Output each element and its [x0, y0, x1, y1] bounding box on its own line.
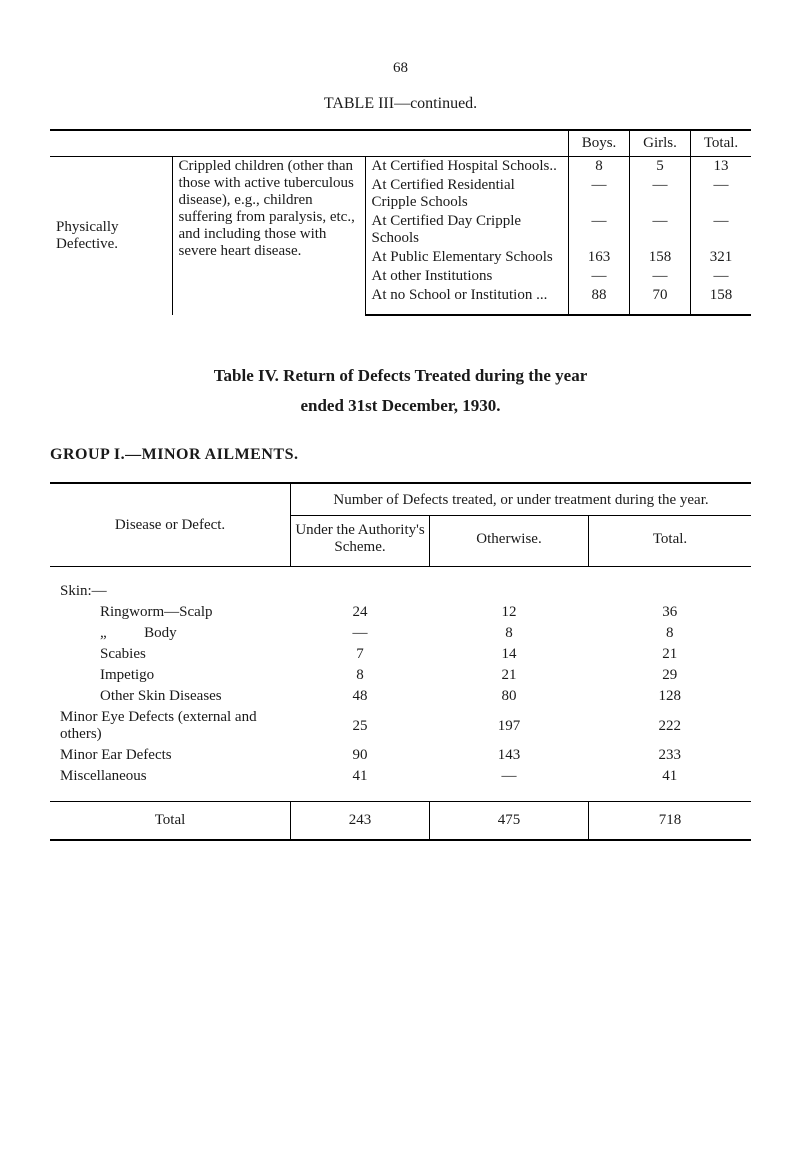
table4-cell: 8 [589, 623, 752, 644]
group-heading: GROUP I.—MINOR AILMENTS. [50, 446, 751, 464]
table3-cell: 13 [691, 157, 752, 177]
table4-cell: 128 [589, 686, 752, 707]
table4-col-under: Under the Authority's Scheme. [291, 516, 430, 567]
table4-cell: 8 [430, 623, 589, 644]
table3-head-total: Total. [691, 130, 752, 157]
table4-row-label: Miscellaneous [50, 766, 291, 787]
table4-total-cell: 243 [291, 802, 430, 841]
table3-cell: — [569, 212, 630, 248]
table4-cell: 197 [430, 707, 589, 745]
table3-cell: 8 [569, 157, 630, 177]
table4-cell: 21 [589, 644, 752, 665]
table3-cell: 88 [569, 286, 630, 315]
table4-col-total: Total. [589, 516, 752, 567]
table3-row-label: At Public Elementary Schools [365, 248, 569, 267]
table4-row-label: Minor Ear Defects [50, 745, 291, 766]
table4-cell: 41 [589, 766, 752, 787]
table4-cell: 222 [589, 707, 752, 745]
table4-row-label: Minor Eye Defects (external and others) [50, 707, 291, 745]
table4-cell: 12 [430, 602, 589, 623]
table3-cell: 321 [691, 248, 752, 267]
table4-total-label: Total [50, 802, 291, 841]
table3-row-label: At no School or Institution ... [365, 286, 569, 315]
table4: Disease or Defect. Number of Defects tre… [50, 482, 751, 841]
table3-cell: — [630, 176, 691, 212]
table4-heading-line2: ended 31st December, 1930. [50, 396, 751, 416]
table4-cell: 80 [430, 686, 589, 707]
table3-cell: — [691, 267, 752, 286]
table4-cell: 36 [589, 602, 752, 623]
table4-cell: 14 [430, 644, 589, 665]
table4-cell: 48 [291, 686, 430, 707]
table3-row-label: At other Institutions [365, 267, 569, 286]
table4-row-label: Other Skin Diseases [60, 688, 222, 705]
table4-row-label: Impetigo [60, 667, 154, 684]
table4-cell: 143 [430, 745, 589, 766]
table3-row-label: At Certified Hospital Schools.. [365, 157, 569, 177]
table4-disease-header: Disease or Defect. [50, 483, 291, 567]
table4-cell: 21 [430, 665, 589, 686]
table4-heading-line1: Table IV. Return of Defects Treated duri… [50, 366, 751, 386]
table3-cell: 158 [691, 286, 752, 315]
page-number: 68 [50, 60, 751, 77]
table4-cell: — [291, 623, 430, 644]
table4-col-otherwise: Otherwise. [430, 516, 589, 567]
table3-row-label: At Certified Day Cripple Schools [365, 212, 569, 248]
table4-row-label: Scabies [60, 646, 146, 663]
table3-row-label: At Certified Residential Cripple Schools [365, 176, 569, 212]
table4-row-label: Ringworm—Scalp [60, 604, 213, 621]
table3-cell: — [569, 176, 630, 212]
table3-cell: 5 [630, 157, 691, 177]
table3-description: Crippled children (other than those with… [172, 157, 365, 316]
table4-section-label: Skin:— [50, 581, 291, 602]
table3-cell: — [691, 176, 752, 212]
table3-title: TABLE III—continued. [50, 95, 751, 113]
table3-head-boys: Boys. [569, 130, 630, 157]
table3-cell: — [630, 267, 691, 286]
table3-cell: — [569, 267, 630, 286]
table4-cell: 90 [291, 745, 430, 766]
table4-cell: 41 [291, 766, 430, 787]
table4-cell: 24 [291, 602, 430, 623]
table3-cell: 163 [569, 248, 630, 267]
table3-cell: 158 [630, 248, 691, 267]
table4-cell: 7 [291, 644, 430, 665]
table4-total-cell: 718 [589, 802, 752, 841]
table3-category: Physically Defective. [50, 157, 172, 316]
table4-cell: 8 [291, 665, 430, 686]
table3-cell: — [630, 212, 691, 248]
table3-cell: — [691, 212, 752, 248]
table4-total-cell: 475 [430, 802, 589, 841]
table4-cell: — [430, 766, 589, 787]
table4-super-header: Number of Defects treated, or under trea… [291, 483, 752, 516]
table4-cell: 233 [589, 745, 752, 766]
table4-cell: 29 [589, 665, 752, 686]
table3-cell: 70 [630, 286, 691, 315]
table3-head-girls: Girls. [630, 130, 691, 157]
table4-cell: 25 [291, 707, 430, 745]
table3: Boys. Girls. Total. Physically Defective… [50, 129, 751, 316]
table4-row-label: „ Body [60, 625, 177, 642]
